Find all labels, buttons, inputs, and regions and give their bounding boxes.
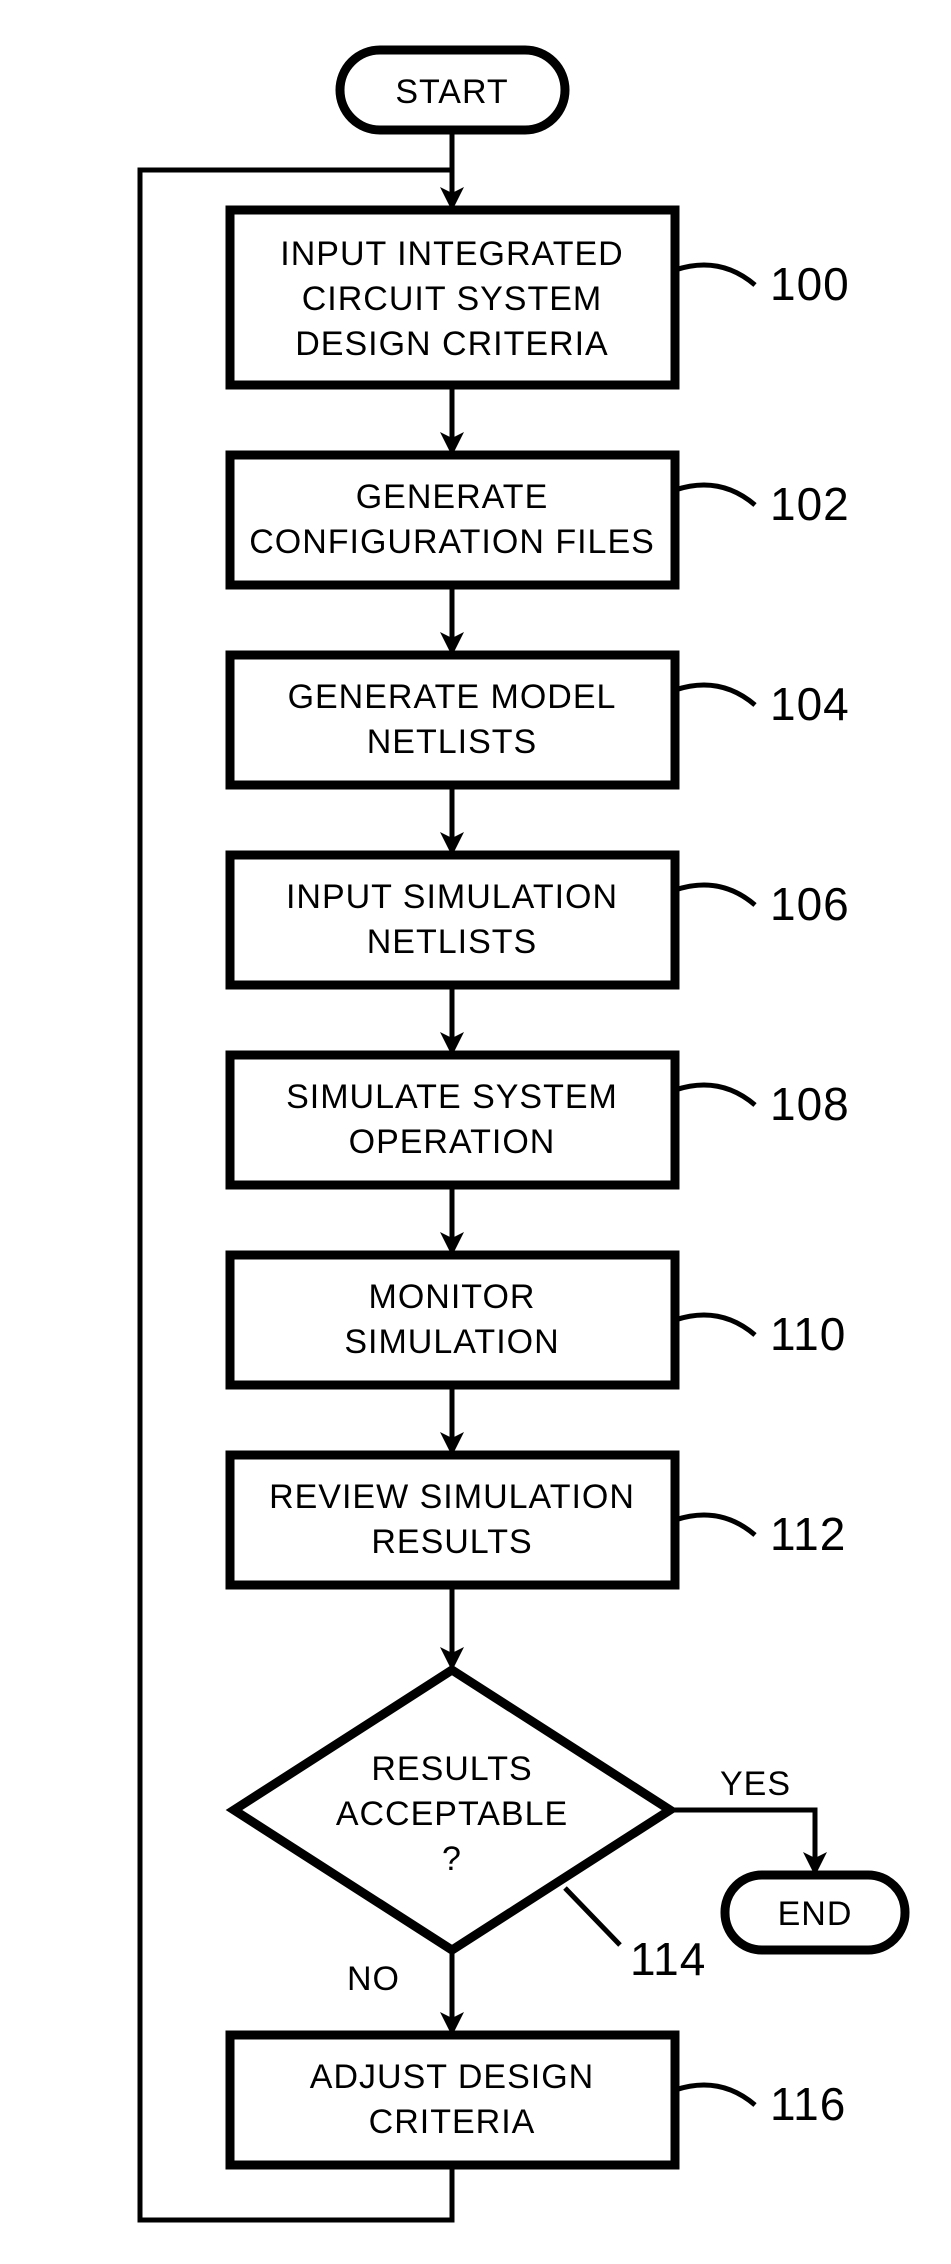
decision-text: ?	[442, 1840, 462, 1878]
leader-line	[675, 1315, 755, 1335]
step-text: REVIEW SIMULATION	[269, 1478, 635, 1516]
step-100: INPUT INTEGRATED CIRCUIT SYSTEM DESIGN C…	[230, 210, 675, 385]
leader-line	[565, 1888, 620, 1945]
step-text: INPUT SIMULATION	[286, 878, 618, 916]
step-116: ADJUST DESIGN CRITERIA	[230, 2035, 675, 2165]
step-110: MONITOR SIMULATION	[230, 1255, 675, 1385]
leader-line	[675, 1515, 755, 1535]
step-text: SIMULATE SYSTEM	[286, 1078, 618, 1116]
step-104: GENERATE MODEL NETLISTS	[230, 655, 675, 785]
step-106: INPUT SIMULATION NETLISTS	[230, 855, 675, 985]
step-text: GENERATE MODEL	[288, 678, 617, 716]
decision-text: RESULTS	[371, 1750, 532, 1788]
leader-line	[675, 685, 755, 705]
leader-line	[675, 2085, 755, 2105]
step-text: INPUT INTEGRATED	[280, 235, 623, 273]
no-label: NO	[347, 1960, 400, 1998]
step-text: DESIGN CRITERIA	[295, 325, 608, 363]
step-text: CRITERIA	[369, 2103, 536, 2141]
leader-line	[675, 1085, 755, 1105]
decision-id: 114	[630, 1933, 706, 1985]
step-id: 100	[770, 258, 850, 310]
yes-label: YES	[720, 1765, 791, 1803]
terminator-start: START	[340, 50, 565, 130]
step-id: 110	[770, 1308, 846, 1360]
terminator-end: END	[725, 1875, 905, 1950]
start-label: START	[395, 73, 508, 111]
flowchart-container: START INPUT INTEGRATED CIRCUIT SYSTEM DE…	[0, 0, 951, 2264]
step-text: OPERATION	[349, 1123, 556, 1161]
step-id: 102	[770, 478, 850, 530]
step-102: GENERATE CONFIGURATION FILES	[230, 455, 675, 585]
step-text: RESULTS	[371, 1523, 532, 1561]
step-text: NETLISTS	[367, 923, 537, 961]
step-text: NETLISTS	[367, 723, 537, 761]
step-id: 106	[770, 878, 850, 930]
step-id: 116	[770, 2078, 846, 2130]
step-text: GENERATE	[356, 478, 549, 516]
leader-line	[675, 885, 755, 905]
step-text: CONFIGURATION FILES	[249, 523, 655, 561]
decision-text: ACCEPTABLE	[336, 1795, 568, 1833]
step-text: MONITOR	[369, 1278, 536, 1316]
leader-line	[675, 485, 755, 505]
flowchart-svg: START INPUT INTEGRATED CIRCUIT SYSTEM DE…	[0, 0, 951, 2264]
decision-114: RESULTS ACCEPTABLE ?	[234, 1670, 670, 1950]
leader-line	[675, 265, 755, 285]
step-id: 108	[770, 1078, 850, 1130]
step-id: 112	[770, 1508, 846, 1560]
step-text: SIMULATION	[344, 1323, 559, 1361]
step-112: REVIEW SIMULATION RESULTS	[230, 1455, 675, 1585]
end-label: END	[778, 1895, 853, 1933]
step-text: ADJUST DESIGN	[310, 2058, 594, 2096]
step-108: SIMULATE SYSTEM OPERATION	[230, 1055, 675, 1185]
step-text: CIRCUIT SYSTEM	[302, 280, 603, 318]
arrow-yes	[670, 1810, 815, 1870]
step-id: 104	[770, 678, 850, 730]
